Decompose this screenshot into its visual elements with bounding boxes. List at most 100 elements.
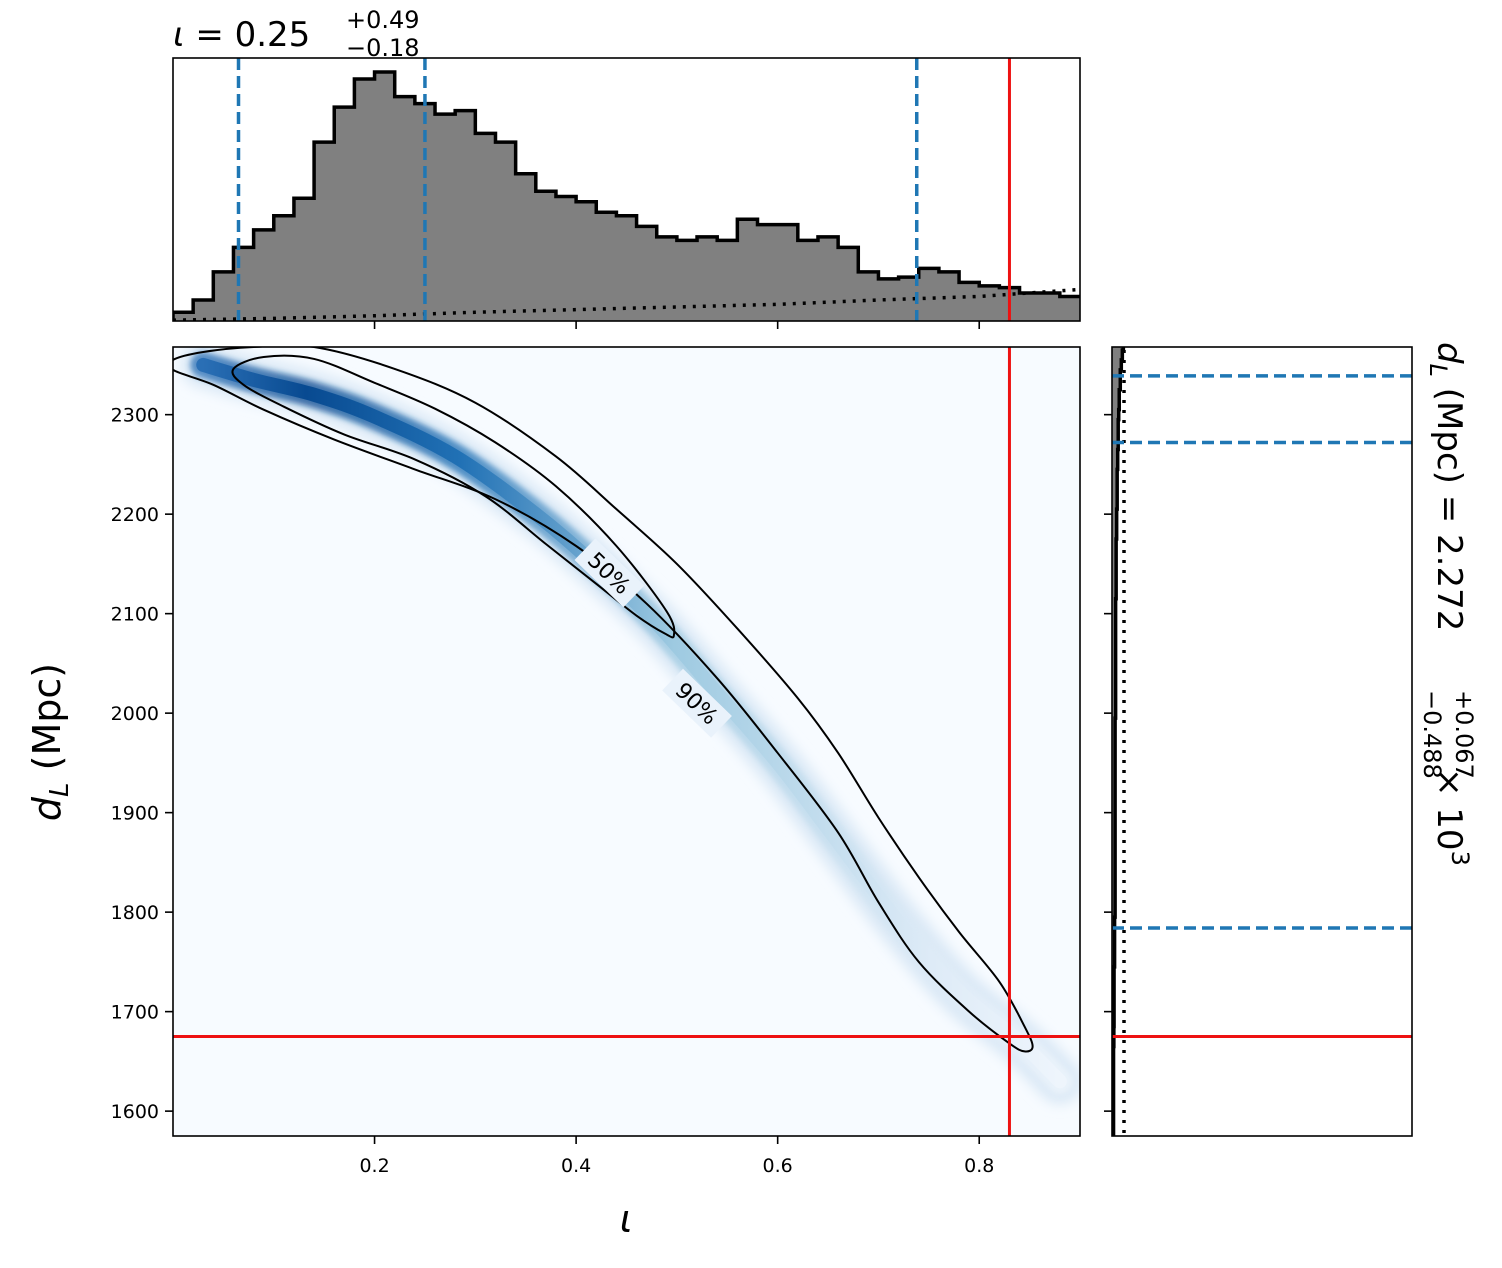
right-title-subscript: L (1424, 364, 1452, 377)
top-histogram-outline (173, 70, 1080, 321)
top-bar (354, 79, 376, 321)
top-bar (1241, 286, 1262, 321)
y-axis-label: dL (Mpc) (25, 663, 75, 821)
right-title-median: 2.272 (1429, 534, 1469, 631)
right-bar (1112, 598, 1116, 610)
top-bar (576, 201, 597, 321)
right-bar (1112, 181, 1149, 191)
joint-y-ticks: 1600 1700 1800 1900 2000 2100 2200 2300 (111, 405, 173, 1123)
top-bar (495, 142, 517, 321)
right-bar (1112, 71, 1226, 81)
top-bar (1039, 292, 1061, 321)
top-bar (717, 240, 738, 321)
top-bar (293, 198, 315, 321)
right-title-main: dL (Mpc) = 2.272 (1424, 342, 1469, 631)
top-bar (1080, 296, 1101, 321)
top-marginal-panel: ι = 0.25 +0.49 −0.18 (172, 6, 1502, 329)
right-bar (1112, 131, 1226, 141)
right-bar (1112, 628, 1116, 640)
top-bar (273, 215, 295, 321)
top-bar (1201, 295, 1222, 321)
right-bar (1112, 81, 1345, 91)
top-bar (676, 240, 698, 321)
joint-panel: 90%50% 0.2 0.4 0.6 0.8 16001700180019002000… (25, 346, 1081, 1241)
top-bar (213, 271, 234, 321)
top-bar (1443, 302, 1464, 321)
right-histogram-layer (1112, 71, 1412, 1136)
right-bar (1112, 171, 1166, 181)
contour-label-gap (662, 668, 732, 738)
right-bar (1112, 489, 1118, 500)
top-bar (1161, 300, 1182, 321)
top-bar (838, 247, 859, 321)
x-tick-label: 0.8 (964, 1155, 994, 1177)
right-bar (1112, 349, 1123, 361)
top-bar (193, 299, 214, 321)
right-bar (1112, 648, 1116, 659)
top-bar (616, 215, 638, 321)
top-quantile-lines (236, 58, 919, 321)
top-bar (777, 224, 799, 321)
right-bar (1112, 409, 1119, 421)
top-bar (938, 271, 960, 321)
right-title-lower-err: −0.488 (1418, 690, 1446, 779)
top-bar (535, 191, 557, 321)
right-bar (1112, 588, 1117, 600)
right-bar (1112, 479, 1118, 490)
x-axis-label: ι (620, 1197, 633, 1241)
right-bar (1112, 668, 1116, 679)
right-title: dL (Mpc) = 2.272 +0.067 −0.488 × 103 (1418, 342, 1478, 866)
right-bar (1112, 548, 1117, 560)
right-bar (1112, 499, 1118, 510)
right-marginal-panel: dL (Mpc) = 2.272 +0.067 −0.488 × 103 (1104, 71, 1478, 1137)
y-axis-label-symbol: d (25, 796, 69, 821)
top-bar (455, 110, 476, 321)
top-bar (1181, 298, 1202, 321)
right-bar (1112, 529, 1117, 540)
right-bar (1112, 449, 1118, 460)
joint-frame (172, 346, 1081, 1137)
right-bar (1112, 539, 1117, 550)
right-title-symbol: d (1429, 342, 1469, 364)
right-bar (1112, 608, 1116, 620)
right-bar (1112, 399, 1120, 411)
top-bar (435, 114, 456, 321)
top-histogram-layer (173, 58, 1502, 321)
y-tick-label: 2300 (111, 405, 159, 427)
top-bar (1463, 302, 1484, 321)
top-bar (253, 229, 275, 321)
top-bar (1302, 298, 1323, 321)
top-bar (1140, 303, 1161, 321)
top-title-upper-err: +0.49 (346, 6, 420, 34)
top-bar (233, 247, 255, 321)
right-histogram-bars (1112, 71, 1404, 1136)
x-tick-label: 0.4 (561, 1155, 591, 1177)
y-tick-label: 1600 (111, 1101, 159, 1123)
top-bar (1019, 292, 1041, 321)
top-title-prefix: ι = (173, 15, 235, 55)
right-bar (1112, 111, 1334, 121)
right-bar (1112, 330, 1124, 340)
top-bar (1402, 305, 1423, 321)
right-bar (1112, 211, 1139, 221)
density-layer (173, 347, 1080, 1136)
joint-background (173, 347, 1080, 1136)
y-axis-label-subscript: L (45, 782, 75, 797)
top-title-lower-err: −0.18 (346, 34, 420, 62)
right-bar (1112, 300, 1128, 310)
top-bar (858, 271, 879, 321)
right-bar (1112, 280, 1130, 290)
right-bar (1112, 101, 1404, 111)
right-bar (1112, 618, 1116, 630)
right-bar (1112, 708, 1116, 719)
top-x-ticks (373, 321, 981, 329)
contour-50-line (231, 354, 676, 639)
right-bar (1112, 519, 1117, 530)
top-bar (475, 133, 496, 321)
top-bar (515, 173, 537, 321)
right-title-unit: (Mpc) = (1429, 377, 1469, 534)
right-bar (1112, 91, 1400, 101)
x-tick-label: 0.2 (359, 1155, 389, 1177)
top-bar (1483, 307, 1502, 321)
